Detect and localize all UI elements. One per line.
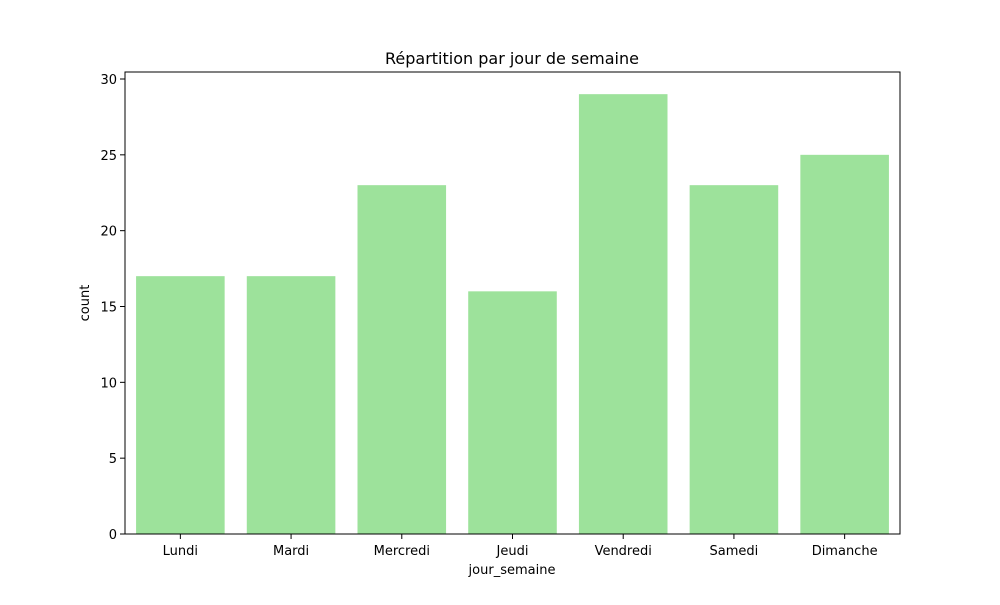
x-tick-label: Mercredi [374, 544, 430, 559]
plot-frame [124, 71, 901, 535]
y-tick-label: 25 [100, 149, 117, 164]
chart-title: Répartition par jour de semaine [385, 49, 639, 68]
bars-group [136, 94, 889, 535]
x-tick-label: Vendredi [595, 544, 652, 559]
bar-mercredi [357, 185, 447, 534]
x-tick-label: Samedi [710, 544, 759, 559]
y-tick-label: 20 [100, 225, 117, 240]
bar-jeudi [468, 291, 557, 534]
bar-vendredi [578, 94, 668, 535]
y-tick-label: 5 [109, 452, 117, 467]
y-axis-label: count [78, 285, 93, 322]
bar-dimanche [800, 154, 889, 535]
x-axis-ticks: Lundi Mardi Mercredi Jeudi Vendredi Samedi Dim… [163, 534, 878, 559]
bar-samedi [689, 185, 779, 534]
x-tick-label: Mardi [273, 544, 309, 559]
bar-lundi [136, 276, 225, 534]
x-tick-label: Dimanche [812, 544, 878, 559]
y-tick-label: 15 [100, 301, 117, 316]
y-tick-label: 0 [109, 528, 117, 543]
y-tick-label: 30 [100, 73, 117, 88]
x-axis-label: jour_semaine [468, 563, 556, 578]
y-tick-label: 10 [100, 376, 117, 391]
bar-mardi [246, 276, 336, 534]
y-axis-ticks: 0 5 10 15 20 25 30 [100, 73, 125, 543]
x-tick-label: Lundi [163, 544, 198, 559]
x-tick-label: Jeudi [496, 544, 529, 559]
